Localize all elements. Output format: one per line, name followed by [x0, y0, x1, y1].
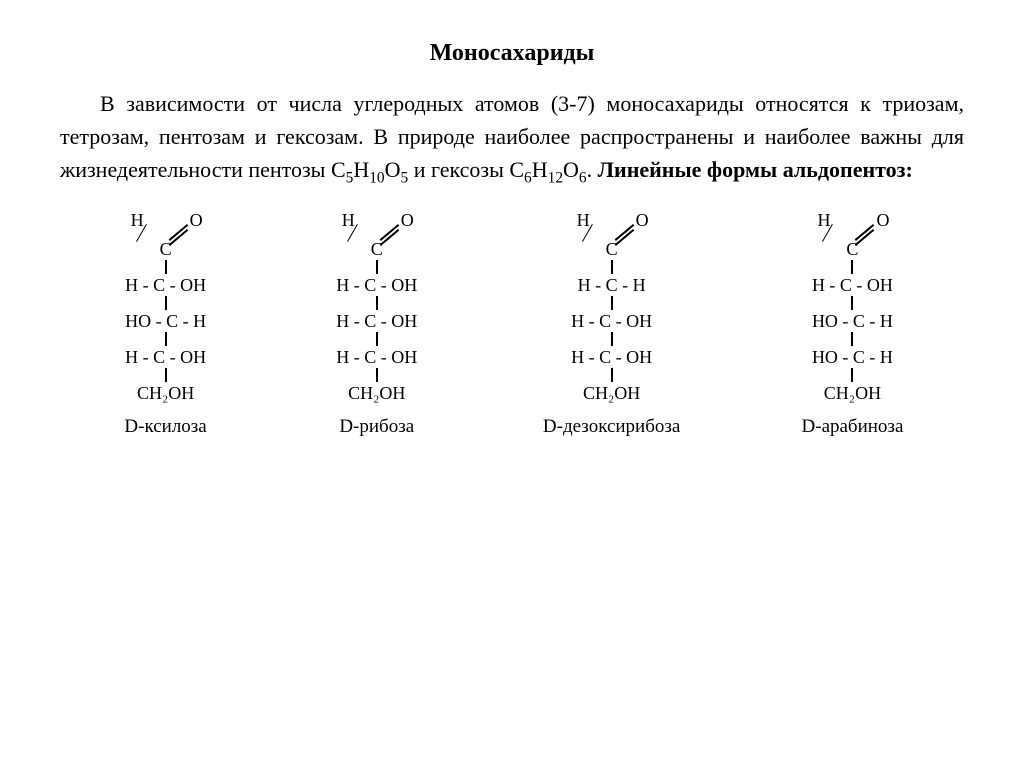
sub-2: 10 — [369, 169, 384, 186]
carbon-terminal: CH₂OH — [137, 382, 194, 404]
aldehyde-group: H O C — [332, 210, 422, 260]
aldehyde-group: H O C — [807, 210, 897, 260]
aldehyde-h: H — [577, 210, 590, 231]
molecule-name: D-ксилоза — [124, 416, 206, 438]
bond-vertical — [376, 368, 378, 382]
molecule-deoxyribose: H O C H - C - H H - C - OH H - C - OH CH… — [543, 210, 680, 438]
carbon-row: H - C - H — [578, 274, 646, 296]
aldehyde-h: H — [342, 210, 355, 231]
molecule-name: D-дезоксирибоза — [543, 416, 680, 438]
bond-vertical — [165, 296, 167, 310]
aldehyde-c: C — [160, 239, 172, 260]
bond-vertical — [165, 368, 167, 382]
molecule-xylose: H O C H - C - OH HO - C - H H - C - OH C… — [121, 210, 211, 438]
intro-paragraph: В зависимости от числа углеродных атомов… — [60, 87, 964, 190]
aldehyde-c: C — [846, 239, 858, 260]
carbon-row: H - C - OH — [336, 310, 417, 332]
bond-vertical — [611, 332, 613, 346]
aldehyde-o: O — [190, 210, 203, 231]
bond-vertical — [165, 332, 167, 346]
bond-vertical — [376, 260, 378, 274]
aldehyde-o: O — [636, 210, 649, 231]
structures-row: H O C H - C - OH HO - C - H H - C - OH C… — [60, 210, 964, 438]
bond-vertical — [165, 260, 167, 274]
para-bold-tail: Линейные формы альдопентоз: — [598, 157, 913, 182]
molecule-arabinose: H O C H - C - OH HO - C - H HO - C - H C… — [802, 210, 904, 438]
para-text-4: и гексозы C — [408, 157, 524, 182]
aldehyde-group: H O C — [121, 210, 211, 260]
aldehyde-h: H — [131, 210, 144, 231]
aldehyde-c: C — [371, 239, 383, 260]
sub-4: 6 — [524, 169, 532, 186]
carbon-terminal: CH₂OH — [824, 382, 881, 404]
carbon-row: HO - C - H — [812, 346, 893, 368]
page-title: Моносахариды — [60, 40, 964, 67]
bond-vertical — [376, 332, 378, 346]
carbon-terminal: CH₂OH — [348, 382, 405, 404]
bond-vertical — [851, 332, 853, 346]
carbon-row: H - C - OH — [336, 346, 417, 368]
bond-vertical — [851, 296, 853, 310]
molecule-ribose: H O C H - C - OH H - C - OH H - C - OH C… — [332, 210, 422, 438]
para-text-7: . — [587, 157, 598, 182]
bond-vertical — [611, 368, 613, 382]
para-text-3: O — [385, 157, 401, 182]
aldehyde-h: H — [817, 210, 830, 231]
bond-vertical — [611, 260, 613, 274]
bond-vertical — [376, 296, 378, 310]
carbon-row: H - C - OH — [812, 274, 893, 296]
bond-vertical — [611, 296, 613, 310]
para-text-5: H — [532, 157, 548, 182]
carbon-row: H - C - OH — [571, 346, 652, 368]
carbon-row: H - C - OH — [125, 274, 206, 296]
bond-vertical — [851, 368, 853, 382]
carbon-terminal: CH₂OH — [583, 382, 640, 404]
carbon-row: H - C - OH — [336, 274, 417, 296]
bond-vertical — [851, 260, 853, 274]
aldehyde-c: C — [606, 239, 618, 260]
aldehyde-o: O — [401, 210, 414, 231]
sub-6: 6 — [579, 169, 587, 186]
aldehyde-o: O — [876, 210, 889, 231]
para-text-6: O — [563, 157, 579, 182]
sub-5: 12 — [548, 169, 563, 186]
para-text-2: H — [353, 157, 369, 182]
carbon-row: HO - C - H — [812, 310, 893, 332]
molecule-name: D-рибоза — [339, 416, 414, 438]
aldehyde-group: H O C — [567, 210, 657, 260]
carbon-row: HO - C - H — [125, 310, 206, 332]
carbon-row: H - C - OH — [125, 346, 206, 368]
molecule-name: D-арабиноза — [802, 416, 904, 438]
carbon-row: H - C - OH — [571, 310, 652, 332]
